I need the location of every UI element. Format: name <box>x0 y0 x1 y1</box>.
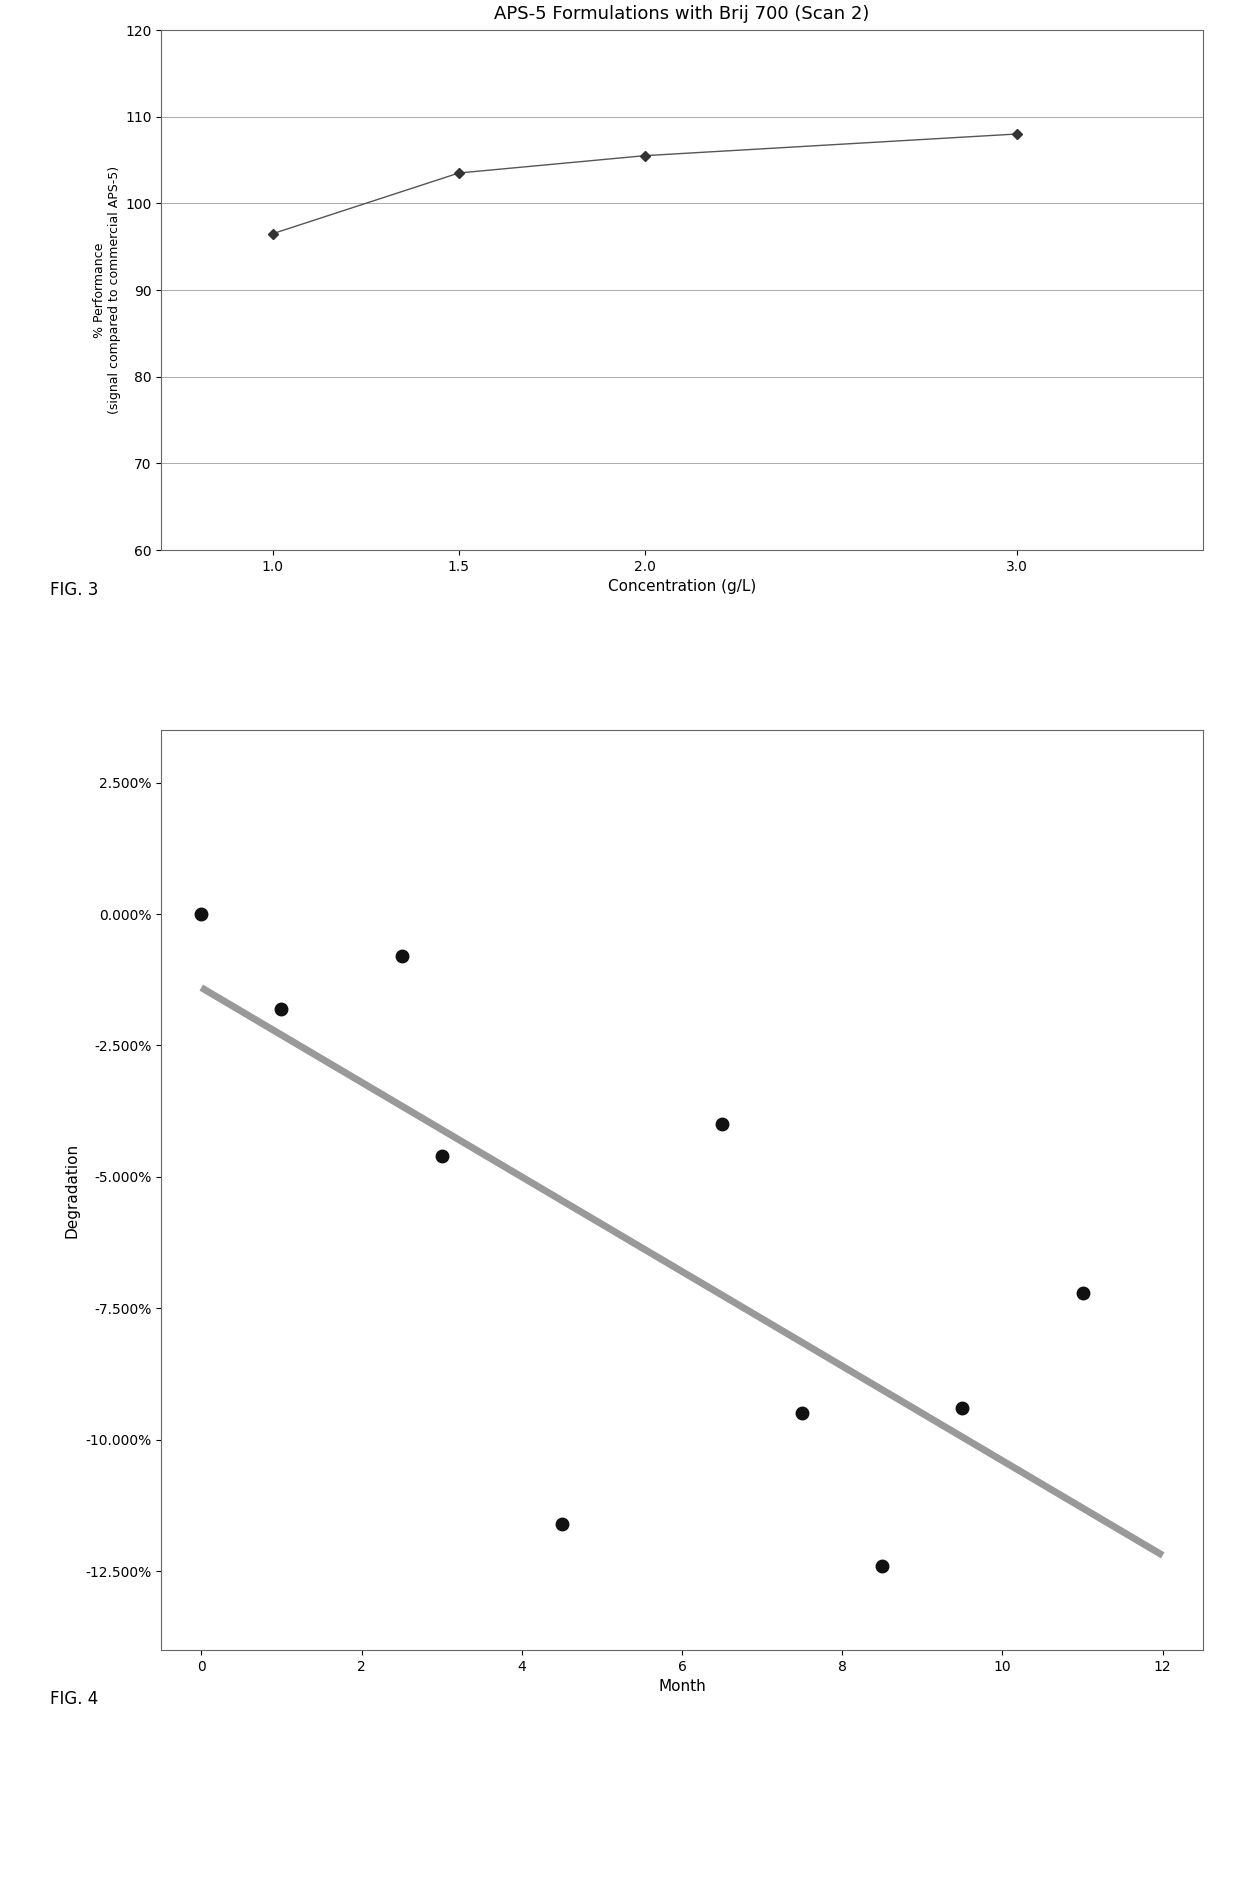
Point <box>712 1110 732 1140</box>
Point <box>272 993 291 1023</box>
Y-axis label: % Performance
(signal compared to commercial APS-5): % Performance (signal compared to commer… <box>93 166 120 414</box>
Text: FIG. 4: FIG. 4 <box>50 1690 98 1709</box>
Point <box>191 899 211 929</box>
Point <box>952 1392 972 1422</box>
X-axis label: Month: Month <box>658 1679 706 1694</box>
Point <box>873 1551 893 1581</box>
Point <box>792 1398 812 1428</box>
Point <box>432 1140 451 1170</box>
Point <box>1073 1277 1092 1307</box>
Point <box>392 940 412 970</box>
Point <box>552 1509 572 1539</box>
Title: APS-5 Formulations with Brij 700 (Scan 2): APS-5 Formulations with Brij 700 (Scan 2… <box>495 6 869 23</box>
X-axis label: Concentration (g/L): Concentration (g/L) <box>608 578 756 593</box>
Text: FIG. 3: FIG. 3 <box>50 580 98 599</box>
Y-axis label: Degradation: Degradation <box>64 1142 79 1238</box>
